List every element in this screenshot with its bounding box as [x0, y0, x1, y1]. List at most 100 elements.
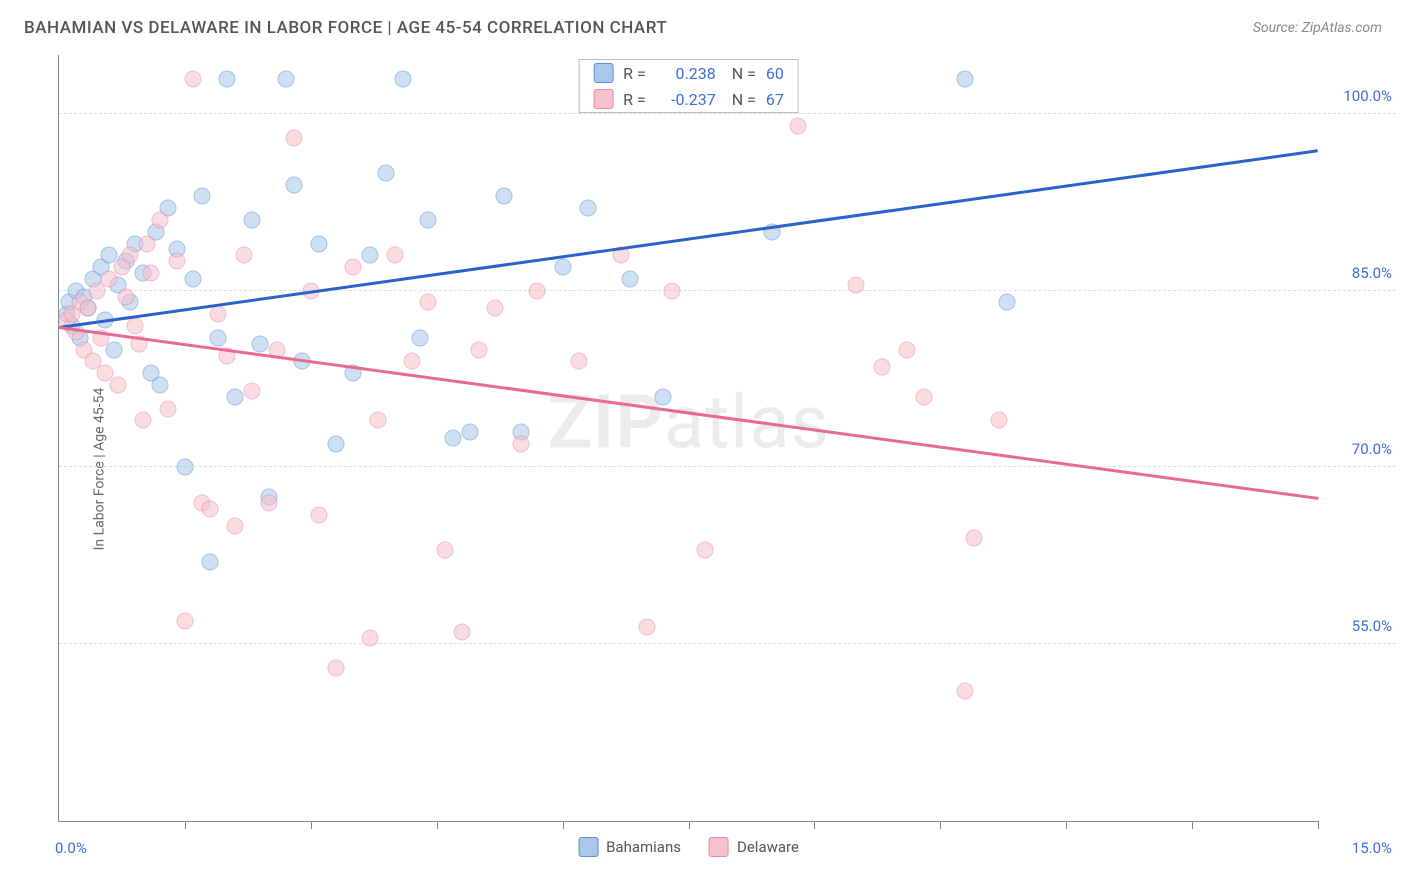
scatter-point: [411, 329, 428, 346]
scatter-point: [327, 659, 344, 676]
scatter-point: [445, 430, 462, 447]
plot-area: ZIPatlas R =0.238N =60R =-0.237N =67 Bah…: [58, 55, 1318, 822]
scatter-point: [571, 353, 588, 370]
legend-swatch: [593, 63, 613, 83]
scatter-point: [260, 494, 277, 511]
scatter-point: [122, 247, 139, 264]
scatter-point: [143, 265, 160, 282]
scatter-point: [697, 541, 714, 558]
scatter-point: [151, 376, 168, 393]
legend-row: R =-0.237N =67: [579, 86, 798, 112]
y-tick-label: 100.0%: [1322, 87, 1392, 105]
scatter-point: [848, 276, 865, 293]
scatter-point: [252, 335, 269, 352]
r-label: R =: [623, 90, 646, 109]
scatter-point: [327, 435, 344, 452]
scatter-point: [957, 683, 974, 700]
r-label: R =: [623, 64, 646, 83]
x-tick: [940, 821, 941, 829]
scatter-point: [655, 388, 672, 405]
scatter-point: [227, 388, 244, 405]
watermark-bold: ZIP: [547, 379, 664, 466]
scatter-point: [789, 117, 806, 134]
gridline: [59, 466, 1396, 467]
scatter-point: [126, 318, 143, 335]
scatter-point: [915, 388, 932, 405]
correlation-legend: R =0.238N =60R =-0.237N =67: [578, 59, 799, 113]
x-tick: [311, 821, 312, 829]
scatter-point: [286, 129, 303, 146]
scatter-point: [244, 382, 261, 399]
legend-item: Bahamians: [578, 837, 681, 857]
scatter-point: [898, 341, 915, 358]
scatter-point: [202, 500, 219, 517]
x-tick: [185, 821, 186, 829]
scatter-point: [193, 188, 210, 205]
source-attribution: Source: ZipAtlas.com: [1253, 20, 1382, 36]
x-tick: [563, 821, 564, 829]
scatter-point: [311, 506, 328, 523]
scatter-point: [403, 353, 420, 370]
y-tick-label: 85.0%: [1322, 264, 1392, 282]
scatter-point: [160, 400, 177, 417]
gridline: [59, 643, 1396, 644]
scatter-point: [529, 282, 546, 299]
scatter-point: [109, 376, 126, 393]
scatter-point: [118, 288, 135, 305]
y-tick-label: 70.0%: [1322, 440, 1392, 458]
legend-label: Delaware: [737, 838, 799, 856]
scatter-point: [344, 259, 361, 276]
scatter-point: [965, 530, 982, 547]
scatter-point: [80, 300, 97, 317]
scatter-point: [991, 412, 1008, 429]
chart-container: In Labor Force | Age 45-54 ZIPatlas R =0…: [24, 55, 1396, 882]
chart-title: BAHAMIAN VS DELAWARE IN LABOR FORCE | AG…: [24, 18, 667, 38]
trend-line: [59, 326, 1318, 499]
scatter-point: [168, 253, 185, 270]
scatter-point: [638, 618, 655, 635]
x-tick: [1066, 821, 1067, 829]
n-label: N =: [732, 90, 756, 109]
scatter-point: [579, 200, 596, 217]
scatter-point: [999, 294, 1016, 311]
scatter-point: [487, 300, 504, 317]
scatter-point: [185, 70, 202, 87]
legend-swatch: [593, 89, 613, 109]
scatter-point: [202, 553, 219, 570]
scatter-point: [621, 270, 638, 287]
watermark-rest: atlas: [664, 379, 830, 466]
legend-label: Bahamians: [606, 838, 681, 856]
scatter-point: [420, 212, 437, 229]
gridline: [59, 113, 1396, 114]
scatter-point: [395, 70, 412, 87]
x-tick: [814, 821, 815, 829]
scatter-point: [512, 435, 529, 452]
scatter-point: [873, 359, 890, 376]
r-value: 0.238: [656, 64, 716, 83]
legend-swatch: [578, 837, 598, 857]
scatter-point: [361, 247, 378, 264]
scatter-point: [210, 329, 227, 346]
x-tick: [1318, 821, 1319, 829]
scatter-point: [386, 247, 403, 264]
x-axis-max-label: 15.0%: [1352, 839, 1392, 857]
n-label: N =: [732, 64, 756, 83]
series-legend: Bahamians Delaware: [578, 837, 799, 857]
scatter-point: [420, 294, 437, 311]
x-tick: [689, 821, 690, 829]
scatter-point: [663, 282, 680, 299]
scatter-point: [218, 70, 235, 87]
n-value: 60: [766, 64, 784, 83]
r-value: -0.237: [656, 90, 716, 109]
scatter-point: [176, 612, 193, 629]
scatter-point: [210, 306, 227, 323]
scatter-point: [105, 341, 122, 358]
scatter-point: [139, 235, 156, 252]
scatter-point: [185, 270, 202, 287]
scatter-point: [554, 259, 571, 276]
scatter-point: [244, 212, 261, 229]
x-tick: [1192, 821, 1193, 829]
scatter-point: [134, 412, 151, 429]
gridline: [59, 290, 1396, 291]
y-tick-label: 55.0%: [1322, 617, 1392, 635]
